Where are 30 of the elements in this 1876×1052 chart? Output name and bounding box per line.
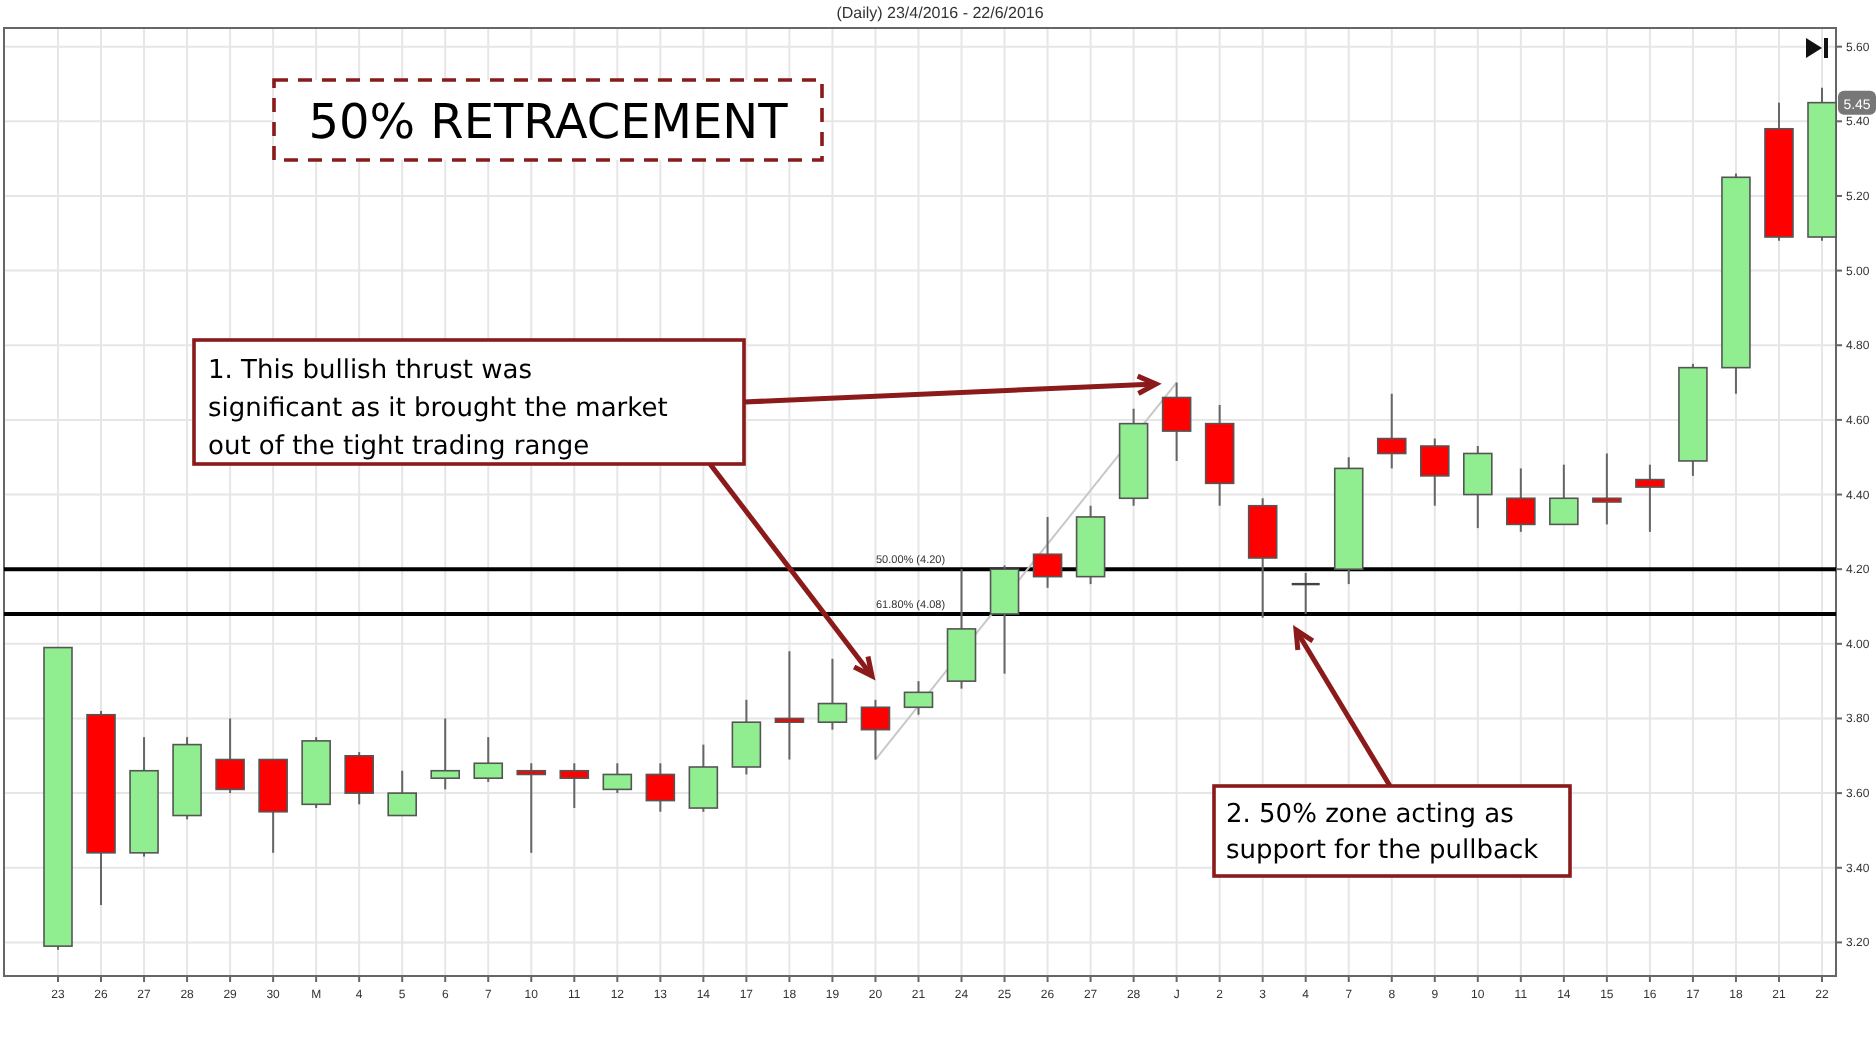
candlestick — [1506, 467, 1536, 533]
candlestick — [989, 564, 1020, 675]
candlestick — [1549, 463, 1579, 526]
candlestick — [559, 762, 590, 810]
candlestick — [774, 650, 805, 761]
candlestick — [1419, 437, 1450, 507]
candlestick — [430, 717, 461, 791]
candlestick — [344, 751, 374, 806]
candlestick — [645, 762, 676, 813]
candlestick — [903, 680, 934, 716]
annotation: 1. This bullish thrust was significant as it brought the market out of the tight trading range — [208, 356, 668, 462]
annotation: 2. 50% zone acting as support for the pullback — [1226, 800, 1540, 866]
candlestick — [602, 762, 633, 795]
candlestick — [516, 762, 547, 854]
candlestick — [1032, 515, 1063, 589]
candlestick — [688, 743, 719, 813]
candlestick — [1635, 463, 1665, 533]
candlestick — [1376, 392, 1407, 470]
candlestick — [473, 736, 504, 783]
chart-title: (Daily) 23/4/2016 - 22/6/2016 — [836, 4, 1045, 22]
candlestick — [1592, 452, 1622, 526]
candlestick — [1161, 381, 1192, 462]
candlestick — [1290, 571, 1321, 615]
candlestick — [731, 698, 762, 776]
candlestick — [387, 769, 417, 817]
candlestick — [215, 717, 245, 795]
candlestick — [817, 657, 848, 731]
candlestick — [1463, 445, 1493, 530]
candlestick — [860, 698, 891, 761]
annotation: 50% RETRACEMENT — [308, 94, 789, 150]
